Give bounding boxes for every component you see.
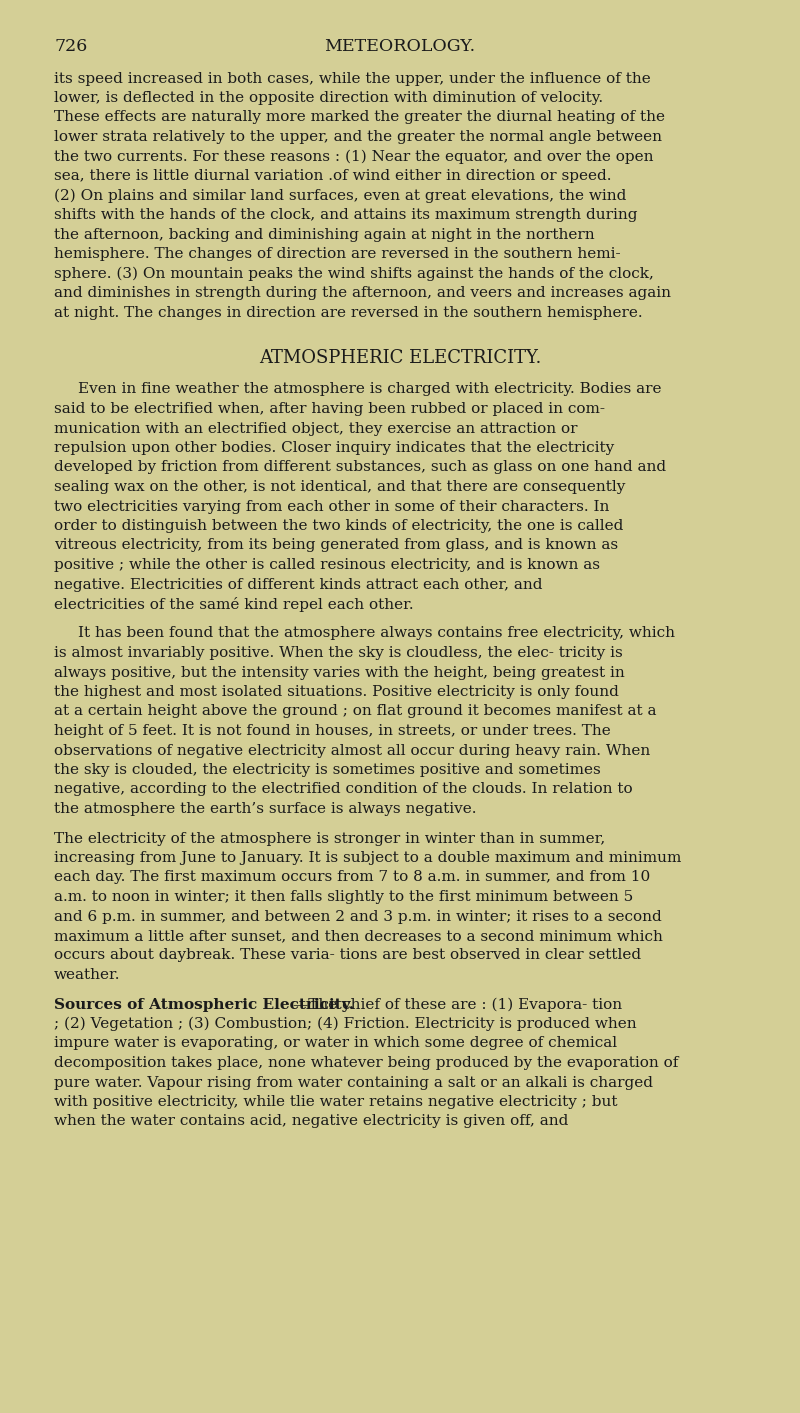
- Text: occurs about daybreak. These varia- tions are best observed in clear settled: occurs about daybreak. These varia- tion…: [54, 948, 641, 962]
- Text: (2) On plains and similar land surfaces, even at great elevations, the wind: (2) On plains and similar land surfaces,…: [54, 188, 626, 203]
- Text: a.m. to noon in winter; it then falls slightly to the first minimum between 5: a.m. to noon in winter; it then falls sl…: [54, 890, 634, 904]
- Text: METEOROLOGY.: METEOROLOGY.: [325, 38, 475, 55]
- Text: These effects are naturally more marked the greater the diurnal heating of the: These effects are naturally more marked …: [54, 110, 665, 124]
- Text: is almost invariably positive. When the sky is cloudless, the elec- tricity is: is almost invariably positive. When the …: [54, 646, 622, 660]
- Text: decomposition takes place, none whatever being produced by the evaporation of: decomposition takes place, none whatever…: [54, 1056, 678, 1070]
- Text: electricities of the samé kind repel each other.: electricities of the samé kind repel eac…: [54, 598, 414, 612]
- Text: each day. The first maximum occurs from 7 to 8 a.m. in summer, and from 10: each day. The first maximum occurs from …: [54, 870, 650, 885]
- Text: —The chief of these are : (1) Evapora- tion: —The chief of these are : (1) Evapora- t…: [293, 998, 622, 1012]
- Text: It has been found that the atmosphere always contains free electricity, which: It has been found that the atmosphere al…: [78, 626, 675, 640]
- Text: shifts with the hands of the clock, and attains its maximum strength during: shifts with the hands of the clock, and …: [54, 208, 638, 222]
- Text: repulsion upon other bodies. Closer inquiry indicates that the electricity: repulsion upon other bodies. Closer inqu…: [54, 441, 614, 455]
- Text: negative, according to the electrified condition of the clouds. In relation to: negative, according to the electrified c…: [54, 783, 633, 797]
- Text: two electricities varying from each other in some of their characters. In: two electricities varying from each othe…: [54, 500, 610, 513]
- Text: lower, is deflected in the opposite direction with diminution of velocity.: lower, is deflected in the opposite dire…: [54, 90, 603, 105]
- Text: vitreous electricity, from its being generated from glass, and is known as: vitreous electricity, from its being gen…: [54, 538, 618, 552]
- Text: pure water. Vapour rising from water containing a salt or an alkali is charged: pure water. Vapour rising from water con…: [54, 1075, 653, 1089]
- Text: Even in fine weather the atmosphere is charged with electricity. Bodies are: Even in fine weather the atmosphere is c…: [78, 383, 662, 397]
- Text: munication with an electrified object, they exercise an attraction or: munication with an electrified object, t…: [54, 421, 578, 435]
- Text: the sky is clouded, the electricity is sometimes positive and sometimes: the sky is clouded, the electricity is s…: [54, 763, 601, 777]
- Text: hemisphere. The changes of direction are reversed in the southern hemi-: hemisphere. The changes of direction are…: [54, 247, 621, 261]
- Text: ; (2) Vegetation ; (3) Combustion; (4) Friction. Electricity is produced when: ; (2) Vegetation ; (3) Combustion; (4) F…: [54, 1017, 637, 1031]
- Text: and 6 p.m. in summer, and between 2 and 3 p.m. in winter; it rises to a second: and 6 p.m. in summer, and between 2 and …: [54, 910, 662, 924]
- Text: at night. The changes in direction are reversed in the southern hemisphere.: at night. The changes in direction are r…: [54, 305, 642, 319]
- Text: height of 5 feet. It is not found in houses, in streets, or under trees. The: height of 5 feet. It is not found in hou…: [54, 723, 610, 738]
- Text: impure water is evaporating, or water in which some degree of chemical: impure water is evaporating, or water in…: [54, 1037, 617, 1050]
- Text: the highest and most isolated situations. Positive electricity is only found: the highest and most isolated situations…: [54, 685, 619, 699]
- Text: negative. Electricities of different kinds attract each other, and: negative. Electricities of different kin…: [54, 578, 542, 592]
- Text: observations of negative electricity almost all occur during heavy rain. When: observations of negative electricity alm…: [54, 743, 650, 757]
- Text: developed by friction from different substances, such as glass on one hand and: developed by friction from different sub…: [54, 461, 666, 475]
- Text: order to distinguish between the two kinds of electricity, the one is called: order to distinguish between the two kin…: [54, 519, 623, 533]
- Text: ATMOSPHERIC ELECTRICITY.: ATMOSPHERIC ELECTRICITY.: [259, 349, 541, 367]
- Text: the afternoon, backing and diminishing again at night in the northern: the afternoon, backing and diminishing a…: [54, 227, 594, 242]
- Text: sphere. (3) On mountain peaks the wind shifts against the hands of the clock,: sphere. (3) On mountain peaks the wind s…: [54, 267, 654, 281]
- Text: its speed increased in both cases, while the upper, under the influence of the: its speed increased in both cases, while…: [54, 72, 650, 86]
- Text: The electricity of the atmosphere is stronger in winter than in summer,: The electricity of the atmosphere is str…: [54, 831, 606, 845]
- Text: increasing from June to January. It is subject to a double maximum and minimum: increasing from June to January. It is s…: [54, 851, 682, 865]
- Text: weather.: weather.: [54, 968, 121, 982]
- Text: said to be electrified when, after having been rubbed or placed in com-: said to be electrified when, after havin…: [54, 403, 605, 415]
- Text: sealing wax on the other, is not identical, and that there are consequently: sealing wax on the other, is not identic…: [54, 480, 626, 495]
- Text: positive ; while the other is called resinous electricity, and is known as: positive ; while the other is called res…: [54, 558, 600, 572]
- Text: maximum a little after sunset, and then decreases to a second minimum which: maximum a little after sunset, and then …: [54, 928, 663, 942]
- Text: and diminishes in strength during the afternoon, and veers and increases again: and diminishes in strength during the af…: [54, 285, 671, 300]
- Text: lower strata relatively to the upper, and the greater the normal angle between: lower strata relatively to the upper, an…: [54, 130, 662, 144]
- Text: 726: 726: [54, 38, 87, 55]
- Text: always positive, but the intensity varies with the height, being greatest in: always positive, but the intensity varie…: [54, 666, 625, 680]
- Text: the two currents. For these reasons : (1) Near the equator, and over the open: the two currents. For these reasons : (1…: [54, 150, 654, 164]
- Text: at a certain height above the ground ; on flat ground it becomes manifest at a: at a certain height above the ground ; o…: [54, 705, 657, 718]
- Text: the atmosphere the earth’s surface is always negative.: the atmosphere the earth’s surface is al…: [54, 803, 477, 815]
- Text: sea, there is little diurnal variation .of wind either in direction or speed.: sea, there is little diurnal variation .…: [54, 170, 611, 184]
- Text: with positive electricity, while tlie water retains negative electricity ; but: with positive electricity, while tlie wa…: [54, 1095, 618, 1109]
- Text: when the water contains acid, negative electricity is given off, and: when the water contains acid, negative e…: [54, 1115, 568, 1129]
- Text: Sources of Atmospheric Electricity.: Sources of Atmospheric Electricity.: [54, 998, 354, 1012]
